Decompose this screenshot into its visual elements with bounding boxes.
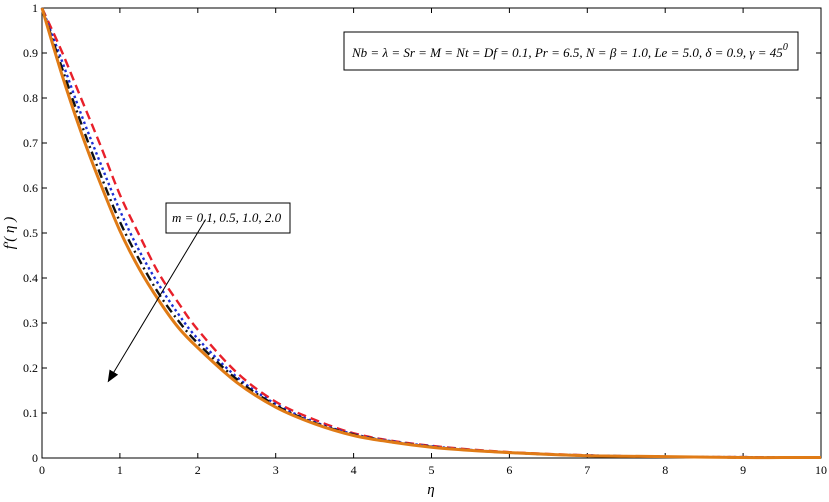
x-tick-label: 4 [351,463,357,477]
plot-frame [41,7,822,459]
series-group [40,7,822,460]
y-tick-label: 0.2 [23,361,38,375]
x-tick-label: 1 [117,463,123,477]
x-tick-label: 10 [815,463,827,477]
y-tick-label: 0.4 [23,271,38,285]
params-sup: 0 [783,42,788,53]
params-box [343,31,799,71]
y-axis-label: f′( η ) [2,217,18,249]
m-label-box [165,202,291,234]
x-tick-label: 2 [195,463,201,477]
y-tick-label: 0.1 [23,406,38,420]
m-label-text: m = 0.1, 0.5, 1.0, 2.0 [172,210,282,225]
params-main: Nb = λ = Sr = M = Nt = Df = 0.1, Pr = 6.… [351,45,783,60]
x-tick-label: 5 [429,463,435,477]
y-tick-label: 0.8 [23,91,38,105]
y-tick-label: 0.7 [23,136,38,150]
x-tick-label: 0 [39,463,45,477]
trend-arrow [107,219,207,383]
y-tick-label: 0.3 [23,316,38,330]
x-axis-label: η [427,482,434,498]
y-tick-label: 0.5 [23,226,38,240]
y-tick-label: 0 [32,451,38,465]
x-tick-label: 3 [273,463,279,477]
y-tick-label: 0.9 [23,46,38,60]
params-text: Nb = λ = Sr = M = Nt = Df = 0.1, Pr = 6.… [351,42,788,60]
tick-group: 0 1 2 3 4 5 6 7 8 9 1000.10.20.30.40.50.60.70.80.9… [23,1,827,477]
x-tick-label: 8 [662,463,668,477]
x-tick-label: 9 [740,463,746,477]
y-tick-label: 0.6 [23,181,38,195]
y-tick-label: 1 [32,1,38,15]
x-tick-label: 7 [584,463,590,477]
series-line-3 [40,7,822,460]
x-tick-label: 6 [506,463,512,477]
